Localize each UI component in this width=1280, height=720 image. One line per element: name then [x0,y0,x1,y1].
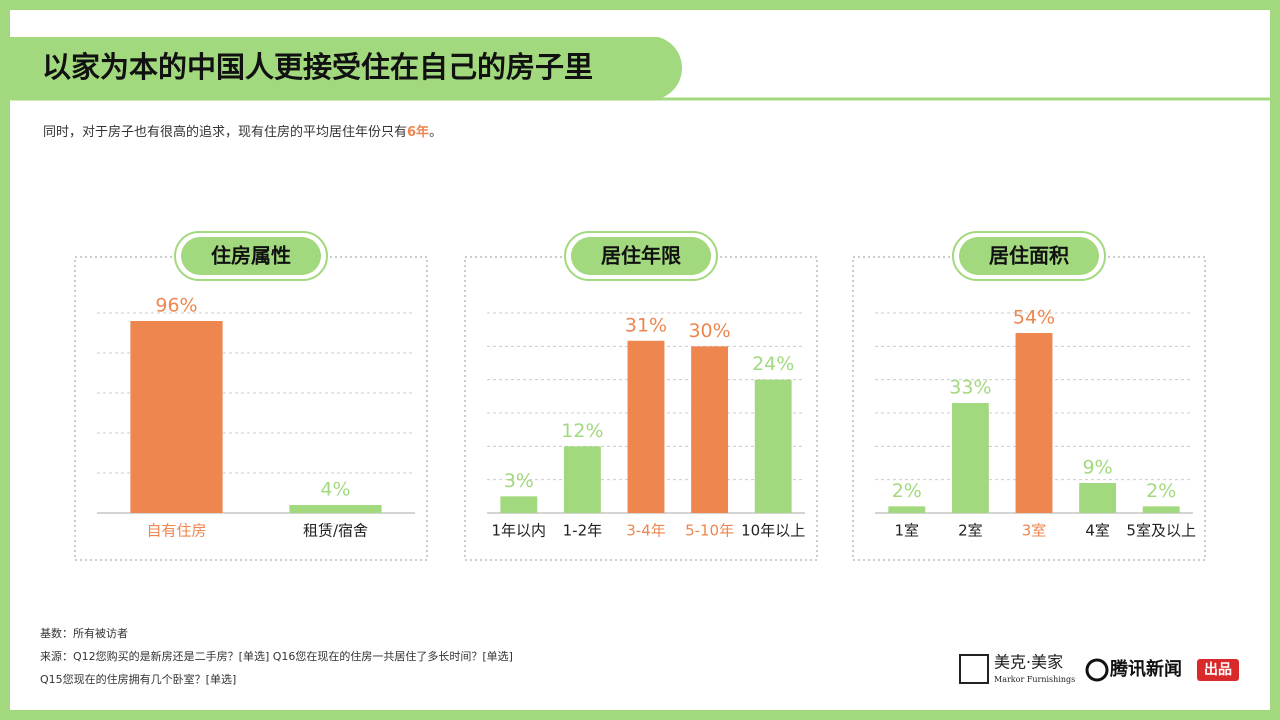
subtitle-text: 同时，对于房子也有很高的追求，现有住房的平均居住年份只有 [43,124,407,140]
value-label: 31% [625,314,667,336]
value-label: 12% [561,420,603,442]
x-tick-label: 租赁/宿舍 [303,522,368,540]
header-pill [181,237,321,275]
x-tick-label: 1年以内 [492,522,547,540]
x-tick-label: 3室 [1022,522,1047,540]
value-label: 33% [949,377,991,399]
bar [951,403,989,513]
value-label: 4% [320,479,350,501]
note: 基数：所有被访者 [40,626,128,640]
news-icon [1085,658,1109,682]
value-label: 54% [1013,307,1055,329]
subtitle-end: 。 [429,125,442,140]
x-tick-label: 1-2年 [563,522,603,540]
chart-title: 居住年限 [601,244,681,268]
title-pill [10,37,683,99]
value-label: 2% [1146,480,1176,502]
x-tick-label: 1室 [895,522,920,540]
value-label: 24% [752,353,794,375]
x-tick-label: 10年以上 [741,522,805,540]
bar [888,506,926,513]
bar [500,496,538,513]
value-label: 3% [504,470,534,492]
brand-name: 美克·美家 [994,653,1063,672]
value-label: 30% [688,320,730,342]
bar [130,321,223,513]
chart-title: 住房属性 [211,244,291,268]
brand-en: Markor Furnishings [994,675,1075,684]
brand-icon [959,654,989,684]
value-label: 2% [892,480,922,502]
chart-title: 居住面积 [989,244,1069,268]
badge: 出品 [1204,661,1232,678]
x-tick-label: 5室及以上 [1126,522,1196,540]
x-tick-label: 2室 [958,522,983,540]
header-pill [571,237,711,275]
note: 来源：Q12您购买的是新房还是二手房？[单选] Q16您在现在的住房一共居住了多… [40,649,513,663]
value-label: 96% [155,295,197,317]
bar [754,379,792,513]
subtitle-highlight: 6年 [407,124,429,140]
subtitle: 同时，对于房子也有很高的追求，现有住房的平均居住年份只有6年。 [43,124,442,140]
badge-bg [1197,659,1239,681]
x-tick-label: 5-10年 [685,522,734,540]
canvas: 以家为本的中国人更接受住在自己的房子里 同时，对于房子也有很高的追求，现有住房的… [10,37,1270,686]
bar [563,446,601,513]
bar [627,340,665,513]
bar [1142,506,1180,513]
value-label: 9% [1083,457,1113,479]
bar [1079,483,1117,513]
note: Q15您现在的住房拥有几个卧室？[单选] [40,672,236,686]
bar [1015,333,1053,513]
page-title: 以家为本的中国人更接受住在自己的房子里 [42,50,593,84]
bar [289,505,382,513]
news-name: 腾讯新闻 [1110,658,1182,680]
x-tick-label: 自有住房 [146,522,206,540]
bar [691,346,729,513]
x-tick-label: 3-4年 [626,522,666,540]
header-pill [959,237,1099,275]
chart-box [74,256,428,561]
x-tick-label: 4室 [1085,522,1110,540]
